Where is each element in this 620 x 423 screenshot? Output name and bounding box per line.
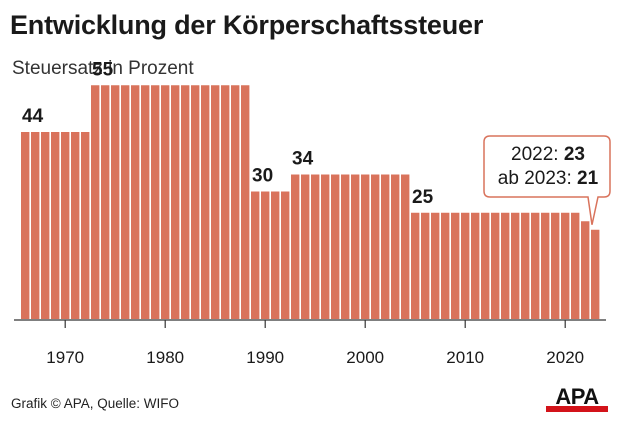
bar-2002	[381, 174, 390, 319]
bar-1992	[281, 191, 290, 319]
x-tick-label-2010: 2010	[446, 348, 484, 367]
bar-2009	[451, 212, 460, 319]
bar-1975	[111, 85, 120, 319]
data-label-1993: 34	[292, 149, 314, 170]
source-footer: Grafik © APA, Quelle: WIFO	[11, 396, 179, 411]
bar-1991	[271, 191, 280, 319]
bar-1981	[171, 85, 180, 319]
bar-1994	[301, 174, 310, 319]
bar-1982	[181, 85, 190, 319]
callout-line-2022: 2022: 23	[486, 143, 610, 167]
data-label-2005: 25	[412, 187, 434, 208]
bar-1978	[141, 85, 150, 319]
bar-1967	[31, 132, 40, 319]
bar-1993	[291, 174, 300, 319]
bar-2023	[591, 229, 600, 319]
bar-2014	[501, 212, 510, 319]
bar-2020	[561, 212, 570, 319]
bar-2019	[551, 212, 560, 319]
bar-1985	[211, 85, 220, 319]
data-label-1966: 44	[22, 106, 44, 127]
bar-1997	[331, 174, 340, 319]
bar-2003	[391, 174, 400, 319]
bar-1979	[151, 85, 160, 319]
bar-1969	[51, 132, 60, 319]
bar-1977	[131, 85, 140, 319]
bar-2018	[541, 212, 550, 319]
bar-1996	[321, 174, 330, 319]
x-tick-label-1980: 1980	[146, 348, 184, 367]
bar-2017	[531, 212, 540, 319]
bar-2012	[481, 212, 490, 319]
bar-2015	[511, 212, 520, 319]
logo-red-bar	[546, 406, 608, 412]
callout-label-2022: 2022:	[511, 144, 564, 165]
bar-2013	[491, 212, 500, 319]
bar-1988	[241, 85, 250, 319]
bar-1999	[351, 174, 360, 319]
chart-title: Entwicklung der Körperschaftssteuer	[10, 10, 484, 40]
bar-1990	[261, 191, 270, 319]
callout-box	[483, 135, 611, 225]
callout-label-2023: ab 2023:	[497, 168, 578, 189]
bar-1973	[91, 85, 100, 319]
bar-1974	[101, 85, 110, 319]
apa-logo: APA	[546, 386, 608, 412]
bar-1998	[341, 174, 350, 319]
data-label-1989: 30	[252, 166, 273, 187]
bar-1968	[41, 132, 50, 319]
bar-1986	[221, 85, 230, 319]
bar-1983	[191, 85, 200, 319]
logo-text: APA	[555, 384, 599, 409]
bar-1989	[251, 191, 260, 319]
bar-1971	[71, 132, 80, 319]
x-tick-label-2000: 2000	[346, 348, 384, 367]
bar-2022	[581, 221, 590, 319]
bar-2000	[361, 174, 370, 319]
bar-2001	[371, 174, 380, 319]
bar-2016	[521, 212, 530, 319]
bar-2010	[461, 212, 470, 319]
bar-2021	[571, 212, 580, 319]
x-tick-label-2020: 2020	[546, 348, 584, 367]
chart-subtitle: Steuersatz in Prozent	[12, 58, 194, 79]
bar-1995	[311, 174, 320, 319]
annotation-callout: 2022: 23 ab 2023: 21	[486, 138, 610, 196]
x-tick-label-1990: 1990	[246, 348, 284, 367]
bar-2008	[441, 212, 450, 319]
x-tick-label-1970: 1970	[46, 348, 84, 367]
bar-1972	[81, 132, 90, 319]
bar-1984	[201, 85, 210, 319]
bar-1966	[21, 132, 30, 319]
bar-1987	[231, 85, 240, 319]
callout-line-2023: ab 2023: 21	[486, 167, 610, 191]
bar-2007	[431, 212, 440, 319]
data-label-1973: 55	[92, 59, 114, 80]
callout-value-2022: 23	[563, 144, 585, 165]
bar-1980	[161, 85, 170, 319]
callout-value-2023: 21	[577, 168, 599, 189]
bar-1976	[121, 85, 130, 319]
bar-2011	[471, 212, 480, 319]
bar-1970	[61, 132, 70, 319]
bar-2005	[411, 212, 420, 319]
bar-2004	[401, 174, 410, 319]
bar-2006	[421, 212, 430, 319]
